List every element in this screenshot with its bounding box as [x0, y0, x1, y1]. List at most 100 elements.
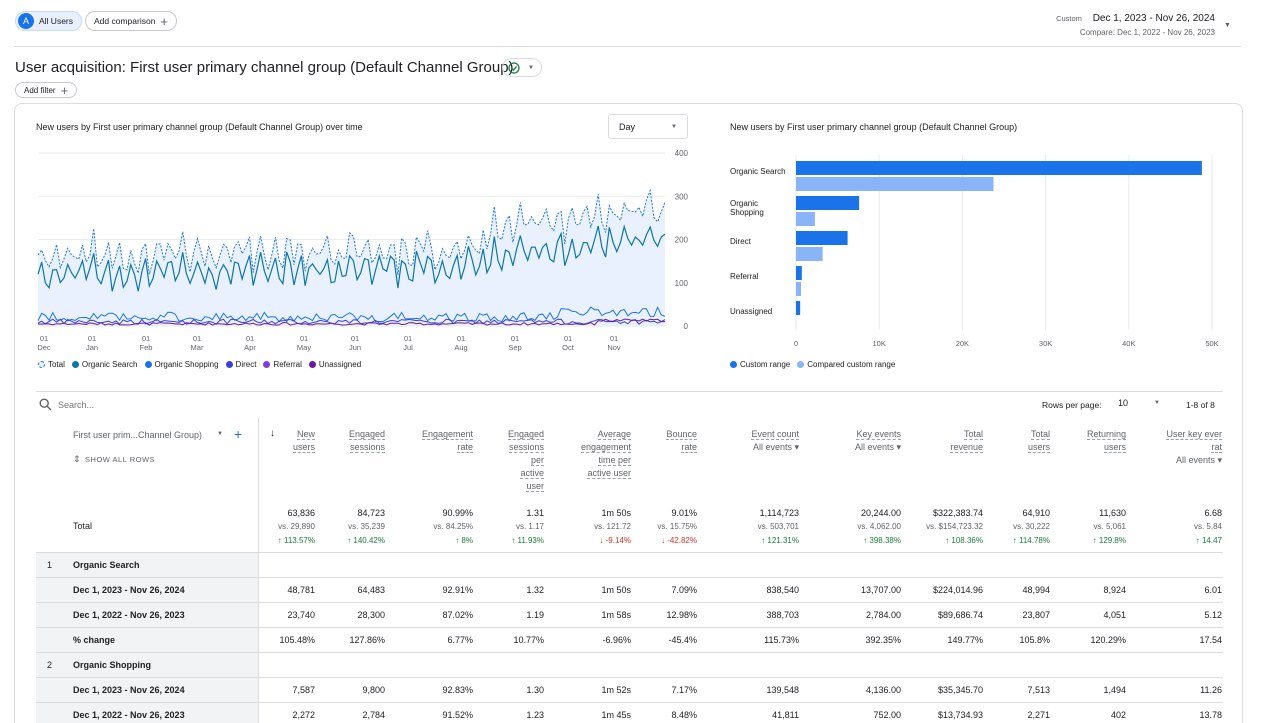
- legend-item[interactable]: Custom range: [730, 360, 790, 369]
- metric-header-text: Bounce: [666, 429, 697, 440]
- x-tick-month: Oct: [562, 343, 575, 352]
- x-tick-day: 01: [610, 334, 618, 343]
- event-filter-select[interactable]: All events ▾: [854, 442, 901, 452]
- metric-header[interactable]: Engagement rate: [393, 428, 473, 454]
- table-cell: 7,587: [292, 685, 315, 695]
- bar-custom-range: [796, 231, 848, 245]
- add-filter-button[interactable]: Add filter +: [15, 82, 78, 98]
- metric-header-line: rat: [1137, 441, 1222, 454]
- date-range-dropdown-icon[interactable]: ▼: [1224, 22, 1231, 29]
- table-cell: 6.77%: [447, 635, 473, 645]
- rows-per-page-select[interactable]: 10 ▼: [1118, 398, 1160, 408]
- legend-swatch: [730, 361, 737, 368]
- sort-descending-icon[interactable]: ↓: [270, 428, 275, 439]
- event-filter-select[interactable]: All events ▾: [1175, 455, 1222, 465]
- metric-header[interactable]: Returning users: [1056, 428, 1126, 454]
- metric-header-text: sessions: [508, 442, 544, 453]
- row-label: % change: [73, 635, 116, 645]
- add-filter-label: Add filter: [24, 85, 56, 95]
- legend-label: Organic Search: [81, 360, 138, 369]
- row-label-bg: [36, 577, 258, 602]
- event-filter-select[interactable]: All events ▾: [752, 442, 799, 452]
- date-range-picker[interactable]: Custom Dec 1, 2023 - Nov 26, 2024 Compar…: [1056, 13, 1215, 37]
- metric-header-line: Engagement: [393, 428, 473, 441]
- metric-header[interactable]: New users: [245, 428, 315, 454]
- metric-header[interactable]: Key events All events ▾: [811, 428, 901, 454]
- bar-chart-legend: Custom range Compared custom range: [730, 360, 902, 369]
- total-value: 20,244.00: [860, 508, 901, 518]
- legend-item[interactable]: Referral: [263, 360, 302, 369]
- table-cell: 7.09%: [671, 585, 697, 595]
- metric-header-text: Returning: [1086, 429, 1126, 440]
- row-label-bg: [36, 627, 258, 652]
- metric-header[interactable]: Engaged sessions: [315, 428, 385, 454]
- group-name[interactable]: Organic Shopping: [73, 660, 151, 670]
- metric-header-text: rat: [1211, 442, 1222, 453]
- legend-item[interactable]: Total: [38, 360, 65, 369]
- metric-header-line: per: [484, 454, 544, 467]
- table-cell: -45.4%: [668, 635, 697, 645]
- legend-item[interactable]: Direct: [225, 360, 257, 369]
- group-name[interactable]: Organic Search: [73, 560, 140, 570]
- table-cell: 2,272: [292, 710, 315, 720]
- table-cell: 127.86%: [349, 635, 385, 645]
- add-comparison-button[interactable]: Add comparison +: [85, 11, 178, 31]
- table-cell: 8,924: [1103, 585, 1126, 595]
- metric-header-line: sessions: [315, 441, 385, 454]
- row-label: Dec 1, 2022 - Nov 26, 2023: [73, 610, 185, 620]
- table-cell: 17.54: [1199, 635, 1222, 645]
- x-tick-day: 01: [511, 334, 519, 343]
- x-tick-day: 01: [246, 334, 254, 343]
- table-cell: 64,483: [357, 585, 385, 595]
- total-change-value: ↑ 113.57%: [277, 536, 315, 545]
- dimension-header[interactable]: First user prim...Channel Group): [73, 430, 203, 440]
- total-value: 1,114,723: [759, 508, 799, 518]
- report-status-chip[interactable]: ▼: [502, 58, 542, 77]
- metric-header-line: Key events: [811, 428, 901, 441]
- table-cell: 120.29%: [1090, 635, 1126, 645]
- granularity-value: Day: [619, 121, 636, 132]
- chevron-down-icon[interactable]: ▼: [217, 431, 223, 437]
- row-divider: [36, 702, 1223, 703]
- metric-header[interactable]: Engaged sessions per active user: [484, 428, 544, 493]
- table-search-input[interactable]: [58, 398, 258, 412]
- table-cell: 105.48%: [279, 635, 315, 645]
- y-tick-label: 300: [675, 192, 689, 201]
- show-all-rows-button[interactable]: ⇕ SHOW ALL ROWS: [73, 454, 155, 465]
- total-compare-value: vs. 84.25%: [433, 522, 473, 531]
- metric-header[interactable]: Event count All events ▾: [714, 428, 799, 454]
- plus-icon: +: [60, 82, 69, 98]
- legend-label: Direct: [235, 360, 257, 369]
- bar-compared-range: [796, 212, 815, 226]
- bar-custom-range: [796, 266, 802, 280]
- legend-item[interactable]: Unassigned: [308, 360, 361, 369]
- row-label: Dec 1, 2023 - Nov 26, 2024: [73, 585, 185, 595]
- metric-header-line: time per: [551, 454, 631, 467]
- granularity-select[interactable]: Day ▼: [608, 114, 688, 139]
- x-tick-month: Jun: [349, 343, 361, 352]
- metric-header[interactable]: Bounce rate: [642, 428, 697, 454]
- metric-header-text: Engagement: [421, 429, 473, 440]
- pagination-label: 1-8 of 8: [1186, 400, 1215, 410]
- metric-header-line: Returning: [1056, 428, 1126, 441]
- segment-chip-all-users[interactable]: A All Users: [15, 11, 83, 31]
- metric-header[interactable]: Average engagement time per active user: [551, 428, 631, 480]
- legend-item[interactable]: Compared custom range: [797, 360, 895, 369]
- organic-search-line: [37, 224, 666, 292]
- legend-item[interactable]: Organic Shopping: [144, 360, 219, 369]
- x-tick-day: 01: [404, 334, 412, 343]
- add-dimension-icon[interactable]: +: [234, 426, 243, 442]
- table-cell: 48,994: [1022, 585, 1050, 595]
- total-change-value: ↓ -9.14%: [599, 536, 631, 545]
- metric-header[interactable]: Total revenue: [898, 428, 983, 454]
- row-label-bg: [36, 677, 258, 702]
- legend-item[interactable]: Organic Search: [71, 360, 138, 369]
- metric-header[interactable]: User key ever rat All events ▾: [1137, 428, 1222, 467]
- metric-header-text: New: [296, 429, 315, 440]
- total-value: 6.68: [1204, 508, 1222, 518]
- metric-header-line: rate: [642, 441, 697, 454]
- x-tick-month: Sep: [508, 343, 521, 352]
- total-label: Total: [73, 521, 93, 531]
- metric-header[interactable]: Total users: [995, 428, 1050, 454]
- total-compare-value: vs. 30,222: [1013, 522, 1050, 531]
